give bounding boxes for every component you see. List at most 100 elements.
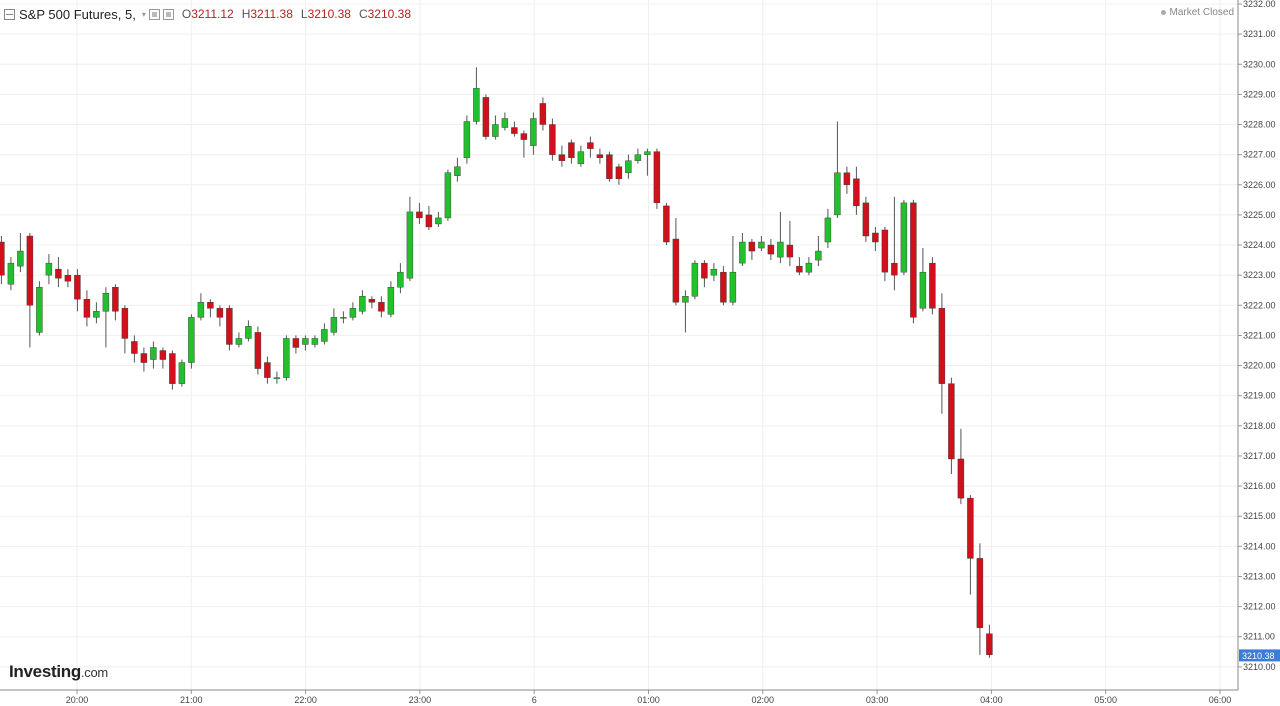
candle-body-up — [387, 287, 395, 315]
candle-body-down — [64, 274, 72, 282]
candle — [482, 94, 490, 140]
candle — [568, 139, 575, 164]
x-tick-label: 22:00 — [294, 695, 317, 705]
candle — [245, 320, 252, 342]
candle-body-down — [520, 133, 528, 140]
candle — [302, 335, 309, 351]
y-tick-label: 3231.00 — [1243, 29, 1276, 39]
candle-body-up — [473, 88, 480, 122]
y-tick-label: 3215.00 — [1243, 511, 1276, 521]
candle-body-down — [796, 265, 803, 273]
x-tick-label: 05:00 — [1094, 695, 1117, 705]
candle — [824, 208, 832, 249]
candle — [435, 211, 442, 227]
candle — [777, 211, 784, 264]
x-tick-label: 20:00 — [66, 695, 89, 705]
x-tick-label: 02:00 — [752, 695, 775, 705]
candle-body-down — [368, 299, 376, 303]
candle-body-up — [188, 317, 195, 363]
candle-body-down — [140, 353, 148, 363]
candle — [273, 371, 281, 384]
candle-body-down — [701, 262, 708, 279]
candle — [957, 428, 965, 505]
candle — [501, 112, 509, 131]
candle-body-down — [292, 338, 300, 348]
close-icon[interactable] — [162, 8, 174, 20]
y-tick-label: 3214.00 — [1243, 541, 1276, 551]
candle — [17, 232, 24, 273]
y-tick-label: 3210.00 — [1243, 662, 1276, 672]
candle-body-down — [254, 332, 262, 369]
candle-body-up — [349, 308, 357, 318]
candle — [739, 232, 746, 267]
chevron-down-icon[interactable]: ▾ — [141, 9, 146, 19]
brand-logo: Investing.com — [9, 662, 108, 681]
candle-body-down — [767, 244, 775, 255]
candle-body-down — [264, 362, 271, 378]
candle — [720, 266, 727, 306]
y-tick-label: 3226.00 — [1243, 180, 1276, 190]
candle — [264, 356, 271, 384]
candle — [653, 148, 661, 209]
candle — [511, 121, 518, 137]
candle-body-down — [169, 353, 176, 384]
candle-body-up — [739, 241, 746, 264]
candle-body-up — [102, 293, 110, 312]
candle — [853, 166, 860, 215]
candle — [349, 302, 357, 321]
candle-body-down — [159, 350, 167, 360]
candle — [644, 148, 651, 176]
candle — [549, 118, 556, 161]
collapse-icon[interactable] — [4, 8, 15, 20]
settings-icon[interactable] — [148, 8, 160, 20]
candle-body-down — [112, 287, 119, 312]
candle — [283, 335, 290, 381]
candle-body-down — [425, 214, 433, 228]
candle — [891, 196, 898, 291]
x-tick-label: 04:00 — [980, 695, 1003, 705]
candle-body-up — [273, 377, 281, 379]
last-price-badge — [1239, 649, 1280, 662]
candle — [672, 217, 680, 306]
candle — [64, 269, 72, 288]
candle-body-up — [463, 121, 471, 158]
y-tick-label: 3222.00 — [1243, 300, 1276, 310]
candle — [729, 236, 737, 306]
candle — [967, 495, 974, 595]
candle — [796, 257, 803, 276]
candle — [938, 293, 946, 414]
candle — [919, 248, 927, 312]
candle — [587, 136, 594, 158]
candle-body-up — [530, 118, 537, 146]
candlestick-series — [0, 67, 993, 658]
y-tick-label: 3212.00 — [1243, 602, 1276, 612]
candle — [397, 263, 404, 294]
candle — [150, 341, 157, 369]
y-tick-label: 3227.00 — [1243, 150, 1276, 160]
y-tick-label: 3217.00 — [1243, 451, 1276, 461]
candle-body-up — [302, 338, 309, 345]
y-tick-label: 3232.00 — [1243, 0, 1276, 9]
candle-body-down — [891, 262, 898, 276]
candle-body-down — [216, 308, 224, 318]
candle — [473, 67, 480, 125]
candle-body-down — [55, 268, 62, 279]
candle-body-up — [729, 271, 737, 303]
candle — [226, 305, 233, 351]
candle-body-up — [397, 271, 404, 288]
candle — [188, 314, 195, 369]
candle-body-down — [74, 274, 81, 300]
candle-body-up — [805, 262, 813, 273]
candle — [872, 226, 879, 252]
candle — [292, 335, 300, 354]
candle — [330, 308, 338, 336]
y-tick-label: 3211.00 — [1243, 632, 1275, 642]
candle — [102, 287, 110, 348]
last-price-label: 3210.38 — [1242, 651, 1275, 661]
candle-body-down — [511, 127, 518, 134]
candle-body-down — [568, 142, 575, 158]
candle-body-down — [596, 154, 604, 158]
candle-body-up — [359, 296, 366, 312]
candle-body-up — [691, 262, 699, 297]
